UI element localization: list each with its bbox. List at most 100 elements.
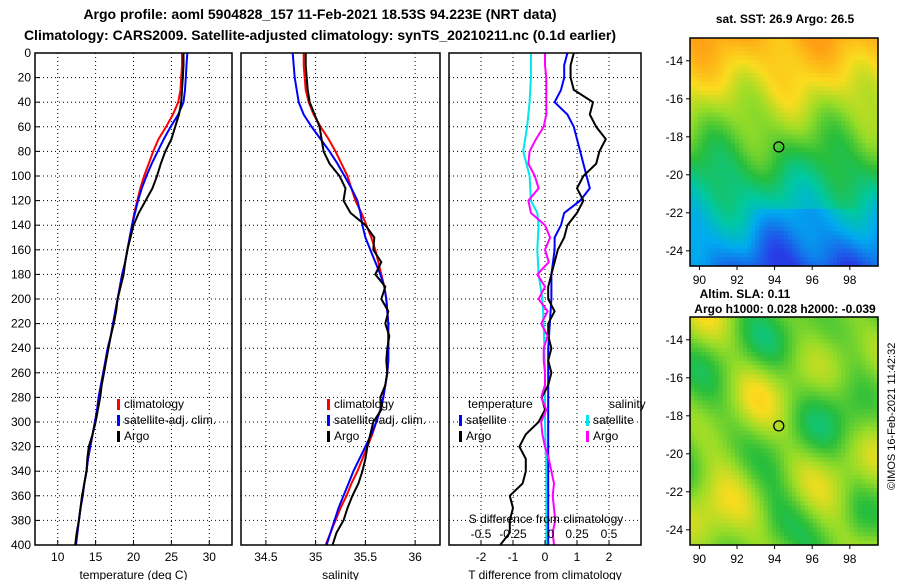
sla-map-y-tick-label: -24 [666, 523, 684, 537]
y-tick-label: 320 [11, 440, 31, 454]
sst-map-x-tick-label: 98 [843, 273, 857, 287]
sla-map-argo-marker [773, 420, 785, 432]
imos-timestamp: ©IMOS 16-Feb-2021 11:42:32 [886, 342, 898, 490]
sst-map-x-tick-label: 92 [730, 273, 744, 287]
y-tick-label: 120 [11, 194, 31, 208]
legend-swatch [327, 431, 330, 442]
x-tick-label: 34.5 [254, 550, 278, 564]
sla-map-x-tick-label: 90 [693, 552, 707, 566]
sst-map-frame [689, 37, 879, 267]
x-tick-label: -2 [476, 550, 487, 564]
y-tick-label: 360 [11, 489, 31, 503]
sst-map-x-tick-label: 90 [693, 273, 707, 287]
sla-map-x-tick-label: 98 [843, 552, 857, 566]
s-diff-tick-label: 0 [548, 527, 555, 541]
sla-map-title: Altim. SLA: 0.11 [700, 287, 791, 301]
legend-temperature-heading: temperature [468, 397, 533, 411]
temp-argo-line [74, 53, 185, 545]
sst-map-y-tick-label: -14 [666, 54, 684, 68]
y-tick-label: 180 [11, 267, 31, 281]
sst-map-x-tick-label: 94 [768, 273, 782, 287]
legend-label: Argo [466, 429, 492, 443]
y-tick-label: 0 [24, 46, 31, 60]
y-tick-label: 40 [18, 95, 32, 109]
legend-label: Argo [593, 429, 619, 443]
salinity-axis-label: salinity [322, 568, 359, 580]
x-tick-label: 30 [203, 550, 217, 564]
y-tick-label: 260 [11, 366, 31, 380]
legend-salinity-heading: salinity [609, 397, 646, 411]
s-diff-tick-label: 0.5 [601, 527, 618, 541]
legend-label: satellite-adj. clim. [124, 413, 216, 427]
sst-map-y-tick-label: -22 [666, 206, 684, 220]
legend-swatch [327, 399, 330, 410]
x-tick-label: 25 [165, 550, 179, 564]
x-tick-label: 35.5 [354, 550, 378, 564]
sst-map-x-tick-label: 96 [806, 273, 820, 287]
temperature-panel [34, 52, 233, 546]
x-tick-label: -1 [508, 550, 519, 564]
legend-swatch [327, 415, 330, 426]
x-tick-label: 36 [408, 550, 422, 564]
legend-swatch [459, 431, 462, 442]
sla-map-x-tick-label: 96 [806, 552, 820, 566]
s-diff-tick-label: -0.5 [471, 527, 492, 541]
y-tick-label: 200 [11, 292, 31, 306]
sla-map-y-tick-label: -14 [666, 333, 684, 347]
x-tick-label: 10 [51, 550, 65, 564]
y-tick-label: 300 [11, 415, 31, 429]
salinity-panel [240, 52, 441, 546]
legend-label: satellite [593, 413, 634, 427]
legend-swatch [117, 399, 120, 410]
y-tick-label: 160 [11, 243, 31, 257]
x-tick-label: 15 [89, 550, 103, 564]
sst-map-y-tick-label: -20 [666, 168, 684, 182]
legend-swatch [117, 415, 120, 426]
y-tick-label: 220 [11, 317, 31, 331]
title-line-1: Argo profile: aoml 5904828_157 11-Feb-20… [83, 6, 557, 22]
y-tick-label: 280 [11, 390, 31, 404]
sdiff-argo-line [527, 53, 557, 545]
y-tick-label: 80 [18, 144, 32, 158]
sst-map-argo-marker [773, 141, 785, 153]
legend-swatch [117, 431, 120, 442]
s-diff-tick-label: -0.25 [499, 527, 527, 541]
y-tick-label: 340 [11, 464, 31, 478]
sst-map-cells [690, 38, 879, 267]
sla-map-y-tick-label: -22 [666, 485, 684, 499]
sst-map-y-tick-label: -18 [666, 130, 684, 144]
legend-label: satellite [466, 413, 507, 427]
x-tick-label: 20 [127, 550, 141, 564]
y-tick-label: 400 [11, 538, 31, 552]
sst-map-title: sat. SST: 26.9 Argo: 26.5 [716, 12, 855, 26]
s-diff-axis-label: S difference from climatology [469, 512, 624, 526]
y-tick-label: 380 [11, 513, 31, 527]
legend-label: Argo [334, 429, 360, 443]
sal-argo-line [304, 53, 391, 545]
sla-map-y-tick-label: -20 [666, 447, 684, 461]
y-tick-label: 140 [11, 218, 31, 232]
tdiff-satellite-line [547, 53, 591, 545]
sal-satellite-line [291, 53, 390, 545]
legend-swatch [586, 431, 589, 442]
y-tick-label: 20 [18, 71, 32, 85]
temperature-axis-label: temperature (deg C) [79, 568, 187, 580]
legend-swatch [586, 415, 589, 426]
sla-map-x-tick-label: 94 [768, 552, 782, 566]
x-tick-label: 2 [606, 550, 613, 564]
legend-label: satellite-adj. clim. [334, 413, 426, 427]
legend-label: climatology [124, 397, 184, 411]
legend-label: climatology [334, 397, 394, 411]
legend-label: Argo [124, 429, 150, 443]
sst-map-y-tick-label: -24 [666, 244, 684, 258]
title-line-2: Climatology: CARS2009. Satellite-adjuste… [23, 27, 617, 43]
tdiff-axis-label: T difference from climatology [468, 568, 622, 580]
sla-map-y-tick-label: -16 [666, 371, 684, 385]
s-diff-tick-label: 0.25 [565, 527, 589, 541]
y-tick-label: 240 [11, 341, 31, 355]
sla-map-subtitle: Argo h1000: 0.028 h2000: -0.039 [694, 302, 876, 316]
x-tick-label: 1 [574, 550, 581, 564]
sla-map-x-tick-label: 92 [730, 552, 744, 566]
tdiff-argo-line [499, 53, 607, 545]
